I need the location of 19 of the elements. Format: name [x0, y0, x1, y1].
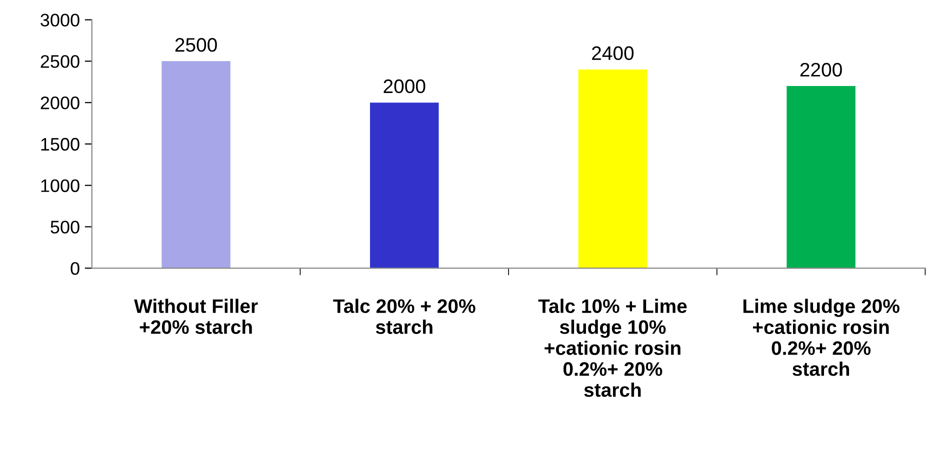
bar — [786, 86, 856, 268]
y-tick-label: 2500 — [40, 55, 80, 68]
data-label: 2400 — [592, 46, 634, 60]
y-tick-label: 1000 — [41, 179, 80, 192]
y-tick-label: 500 — [50, 220, 80, 234]
bar — [370, 102, 439, 268]
y-tick-label: 1500 — [41, 138, 80, 151]
data-label: 2500 — [175, 38, 217, 52]
x-tick-label: Lime sludge 20% +cationic rosin 0.2%+ 20% starch — [743, 298, 900, 376]
x-tick-label: Without Filler +20% starch — [134, 298, 258, 334]
data-label: 2200 — [800, 62, 842, 77]
bar — [578, 69, 648, 268]
bar — [162, 61, 230, 268]
x-tick-label: Talc 10% + Lime sludge 10% +cationic rosin 0.2%+ 20% starch — [538, 298, 687, 397]
x-tick-label: Talc 20% + 20% starch — [333, 298, 476, 334]
y-tick-label: 3000 — [40, 14, 80, 26]
data-label: 2000 — [384, 79, 426, 94]
y-tick-label: 0 — [70, 262, 80, 275]
y-tick-label: 2000 — [40, 96, 80, 110]
